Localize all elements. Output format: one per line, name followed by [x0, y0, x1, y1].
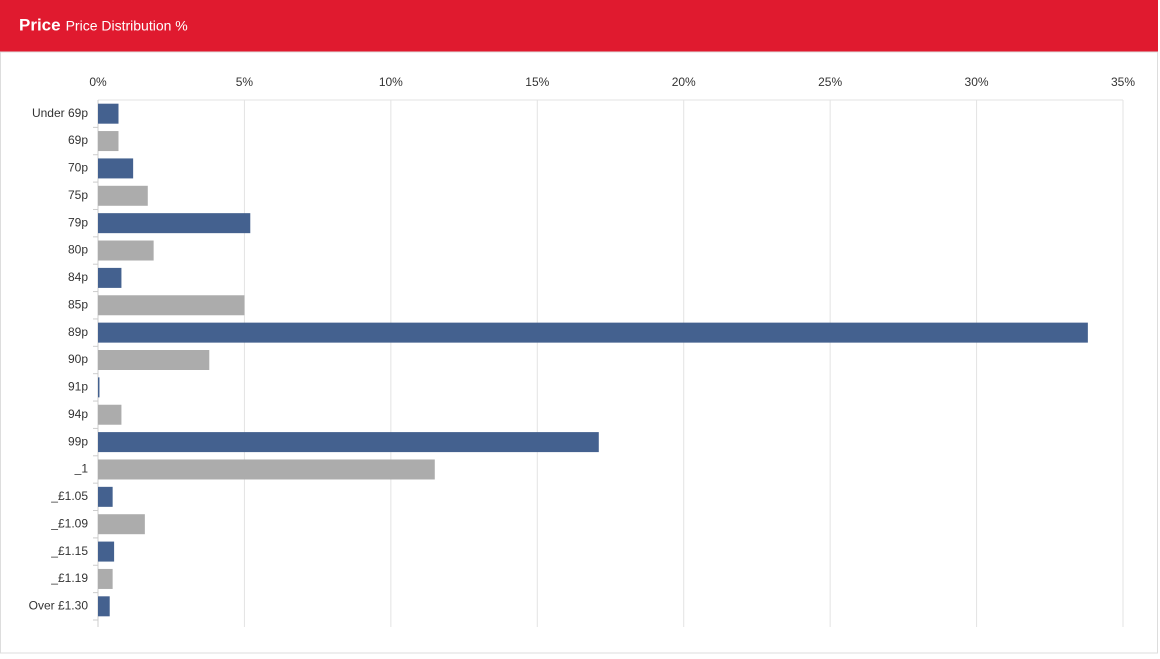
y-tick-label: _£1.15 — [50, 544, 88, 558]
panel-border — [0, 51, 1158, 654]
y-tick-label: 89p — [68, 325, 88, 339]
bar — [98, 240, 154, 261]
y-tick-label: 91p — [68, 380, 88, 394]
bar — [98, 213, 251, 234]
x-tick-label: 35% — [1111, 75, 1135, 89]
bar — [98, 131, 119, 152]
x-tick-label: 30% — [965, 75, 989, 89]
y-tick-label: 69p — [68, 133, 88, 147]
bar — [98, 377, 100, 398]
y-tick-label: 79p — [68, 215, 88, 229]
y-tick-label: Under 69p — [32, 106, 88, 120]
chart-subtitle: Price Distribution % — [66, 18, 188, 34]
y-tick-label: _1 — [74, 462, 89, 476]
x-tick-label: 0% — [89, 75, 107, 89]
x-tick-label: 15% — [525, 75, 549, 89]
y-tick-label: 99p — [68, 434, 88, 448]
y-tick-label: _£1.19 — [50, 571, 88, 585]
bar — [98, 322, 1088, 343]
y-tick-label: _£1.09 — [50, 516, 88, 530]
bar — [98, 185, 148, 206]
bar — [98, 158, 134, 179]
x-tick-label: 10% — [379, 75, 403, 89]
bar — [98, 541, 115, 562]
bar — [98, 432, 599, 453]
y-tick-label: 70p — [68, 161, 88, 175]
header-bar — [0, 0, 1158, 52]
bar — [98, 404, 122, 425]
bar — [98, 486, 113, 507]
y-tick-label: 75p — [68, 188, 88, 202]
y-tick-label: 80p — [68, 243, 88, 257]
bar — [98, 103, 119, 124]
y-tick-label: 85p — [68, 297, 88, 311]
x-tick-label: 20% — [672, 75, 696, 89]
chart-title: Price — [19, 15, 61, 34]
bar — [98, 596, 110, 617]
bar — [98, 267, 122, 288]
y-tick-label: 94p — [68, 407, 88, 421]
x-tick-label: 25% — [818, 75, 842, 89]
bar — [98, 514, 145, 535]
y-tick-label: 84p — [68, 270, 88, 284]
x-tick-label: 5% — [236, 75, 254, 89]
bar — [98, 350, 210, 370]
y-tick-label: 90p — [68, 352, 88, 366]
y-tick-label: _£1.05 — [50, 489, 88, 503]
bar — [98, 568, 113, 589]
bar — [98, 295, 245, 316]
bar — [98, 459, 435, 480]
y-tick-label: Over £1.30 — [29, 598, 89, 612]
